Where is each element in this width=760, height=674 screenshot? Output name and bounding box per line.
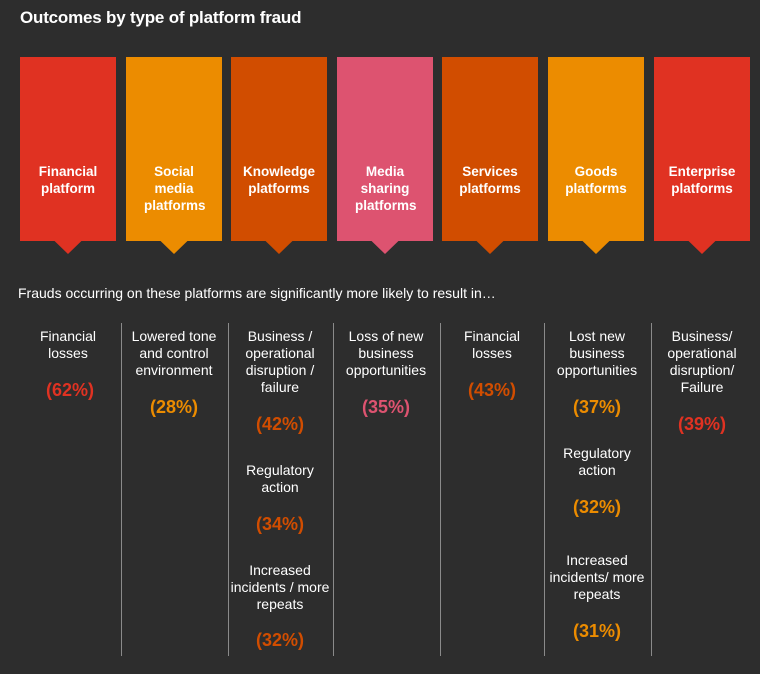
banner-label: Goods platforms: [565, 164, 627, 196]
banner-label: Social media platforms: [144, 164, 206, 213]
outcome-column-goods: Lost new business opportunities (37%) Re…: [544, 323, 649, 656]
banner-label: Financial platform: [38, 164, 98, 196]
outcome-percent: (62%): [45, 380, 94, 400]
outcome-percent: (32%): [255, 630, 304, 650]
outcome-column-knowledge: Business / operational disruption / fail…: [228, 323, 331, 656]
banner-financial: Financial platform: [20, 57, 116, 254]
outcome-label: Financial losses: [39, 328, 97, 361]
banner-label: Enterprise platforms: [668, 164, 736, 196]
banner-knowledge: Knowledge platforms: [231, 57, 327, 254]
outcome-percent: (32%): [572, 497, 621, 517]
outcome-label: Lost new business opportunities: [556, 328, 638, 378]
outcome-label: Lowered tone and control environment: [131, 328, 217, 378]
outcome-column-enterprise: Business/ operational disruption/ Failur…: [651, 323, 752, 656]
banner-goods: Goods platforms: [548, 57, 644, 254]
outcome-percent: (31%): [572, 621, 621, 641]
outcome-percent: (28%): [149, 397, 198, 417]
outcome-label: Regulatory action: [246, 462, 314, 495]
outcome-column-services: Financial losses (43%): [440, 323, 543, 656]
outcome-column-social-media: Lowered tone and control environment (28…: [121, 323, 226, 656]
outcome-percent: (39%): [677, 414, 726, 434]
banner-label: Media sharing platforms: [355, 164, 417, 213]
outcome-label: Business / operational disruption / fail…: [245, 328, 315, 395]
banner-label: Knowledge platforms: [242, 164, 315, 196]
banner-social-media: Social media platforms: [126, 57, 222, 254]
banner-enterprise: Enterprise platforms: [654, 57, 750, 254]
banner-media-sharing: Media sharing platforms: [337, 57, 433, 254]
outcome-label: Business/ operational disruption/ Failur…: [667, 328, 737, 395]
outcome-percent: (42%): [255, 414, 304, 434]
outcome-label: Regulatory action: [563, 445, 631, 478]
outcome-label: Increased incidents/ more repeats: [549, 552, 645, 602]
outcome-column-media-sharing: Loss of new business opportunities (35%): [333, 323, 438, 656]
outcome-percent: (34%): [255, 514, 304, 534]
intro-text: Frauds occurring on these platforms are …: [18, 285, 496, 301]
outcome-percent: (43%): [467, 380, 516, 400]
outcome-label: Increased incidents / more repeats: [230, 562, 330, 612]
outcome-percent: (37%): [572, 397, 621, 417]
outcome-label: Financial losses: [463, 328, 521, 361]
banner-services: Services platforms: [442, 57, 538, 254]
outcome-label: Loss of new business opportunities: [345, 328, 427, 378]
chart-title: Outcomes by type of platform fraud: [20, 8, 302, 27]
outcome-percent: (35%): [361, 397, 410, 417]
banner-label: Services platforms: [459, 164, 521, 196]
outcome-column-financial: Financial losses (62%): [20, 323, 120, 656]
